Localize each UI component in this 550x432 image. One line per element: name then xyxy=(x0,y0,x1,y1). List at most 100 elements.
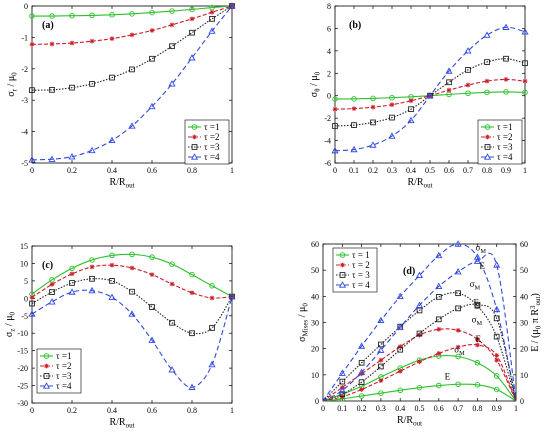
data-point xyxy=(446,79,452,86)
data-point xyxy=(435,251,443,259)
data-point xyxy=(484,78,490,84)
data-point xyxy=(416,307,423,314)
y-right-tick-label: 10 xyxy=(520,371,528,380)
y-tick-label: 15 xyxy=(20,242,28,251)
data-point xyxy=(493,333,500,340)
legend-marker xyxy=(485,134,490,140)
data-point xyxy=(358,379,365,386)
y-tick-label: -5 xyxy=(21,312,28,321)
legend-entry: τ = 1 xyxy=(352,250,370,260)
y-right-tick-label: 40 xyxy=(520,292,528,301)
y-tick-label: 30 xyxy=(311,319,319,328)
data-point xyxy=(338,386,346,394)
data-point xyxy=(455,344,461,350)
data-point xyxy=(169,281,175,287)
data-point xyxy=(389,114,395,121)
data-point xyxy=(149,272,155,278)
data-point xyxy=(358,342,366,349)
data-point xyxy=(397,368,403,374)
data-point xyxy=(168,366,176,373)
data-point xyxy=(473,257,481,264)
x-tick-label: 1 xyxy=(514,404,518,413)
y-tick-label: -5 xyxy=(21,159,28,168)
data-point xyxy=(388,132,396,139)
series-line xyxy=(322,303,517,402)
curve-annotation: σM xyxy=(454,345,465,358)
data-point xyxy=(89,264,95,270)
series-line xyxy=(322,292,517,402)
x-tick-label: 0 xyxy=(30,406,34,415)
data-point xyxy=(208,27,216,34)
x-axis-label: R/Rout xyxy=(109,177,134,190)
legend-entry: τ =1 xyxy=(497,122,512,132)
data-point xyxy=(408,106,414,113)
y-axis-label: σr / μ0 xyxy=(6,72,19,97)
data-point xyxy=(189,16,195,22)
curve-annotation: σM xyxy=(475,243,486,256)
legend-marker xyxy=(484,124,491,130)
x-tick-label: 0.4 xyxy=(107,166,117,175)
x-tick-label: 0.5 xyxy=(425,166,435,175)
series-d-6 xyxy=(322,301,517,402)
data-point xyxy=(416,330,423,337)
data-point xyxy=(378,363,384,370)
legend-marker xyxy=(191,124,198,130)
x-tick-label: 0.7 xyxy=(453,404,463,413)
data-point xyxy=(129,66,135,73)
data-point xyxy=(416,384,423,391)
data-point xyxy=(189,6,195,13)
x-tick-label: 0.5 xyxy=(415,404,425,413)
data-point xyxy=(169,261,175,267)
y-tick-label: -6 xyxy=(324,159,331,168)
x-tick-label: 0 xyxy=(333,166,337,175)
data-point xyxy=(503,89,509,95)
data-point xyxy=(502,23,510,30)
chart-panel-d: 0 0.1 0.2 0.3 0.4 0.5 0.6 0.7 0.8 0.9 101020304050… xyxy=(297,240,543,428)
data-point xyxy=(455,381,461,388)
x-tick-label: 0.2 xyxy=(357,404,367,413)
data-point xyxy=(332,106,338,112)
data-point xyxy=(397,387,403,394)
y-tick-label: -2 xyxy=(21,65,28,74)
legend-entry: τ =2 xyxy=(497,132,512,142)
data-point xyxy=(169,43,175,50)
y-tick-label: 4 xyxy=(327,47,331,56)
data-point xyxy=(455,305,461,312)
data-point xyxy=(465,82,471,88)
data-point xyxy=(208,360,216,368)
x-tick-label: 0.2 xyxy=(67,166,77,175)
data-point xyxy=(338,369,346,376)
data-point xyxy=(108,293,116,300)
x-tick-label: 0.6 xyxy=(147,166,157,175)
data-point xyxy=(358,368,366,375)
data-point xyxy=(89,275,95,282)
data-point xyxy=(522,60,528,67)
data-point xyxy=(377,316,385,324)
chart-panel-c: 0 0.2 0.4 0.6 0.8 1 15 10 5 0 -5 -10 -15 -20 -25 -30 R/R… xyxy=(4,242,236,430)
y-tick-label: -3 xyxy=(21,96,28,105)
chart-panel-a: 0 0.2 0.4 0.6 0.8 1 0 -1 -2 -3 -4 -5 R/Rout σr / μ0 τ … xyxy=(6,2,236,190)
data-point xyxy=(474,382,481,388)
panel-label: (d) xyxy=(403,266,415,277)
data-point xyxy=(378,378,384,383)
data-point xyxy=(358,393,365,399)
data-point xyxy=(189,290,195,296)
series-c-2 xyxy=(29,275,235,337)
data-point xyxy=(49,41,55,47)
data-point xyxy=(49,289,55,295)
data-point xyxy=(149,55,155,62)
x-tick-label: 0 xyxy=(30,166,34,175)
x-tick-label: 0.6 xyxy=(444,166,454,175)
data-point xyxy=(474,301,481,308)
data-point xyxy=(436,326,442,332)
y-tick-label: -2 xyxy=(324,114,331,123)
y-right-tick-label: 60 xyxy=(520,240,528,249)
series-d-3 xyxy=(322,240,517,402)
data-point xyxy=(88,146,96,154)
data-point xyxy=(129,11,135,17)
data-point xyxy=(378,390,384,396)
legend-marker xyxy=(192,134,197,140)
data-point xyxy=(49,86,55,93)
data-point xyxy=(188,54,196,61)
